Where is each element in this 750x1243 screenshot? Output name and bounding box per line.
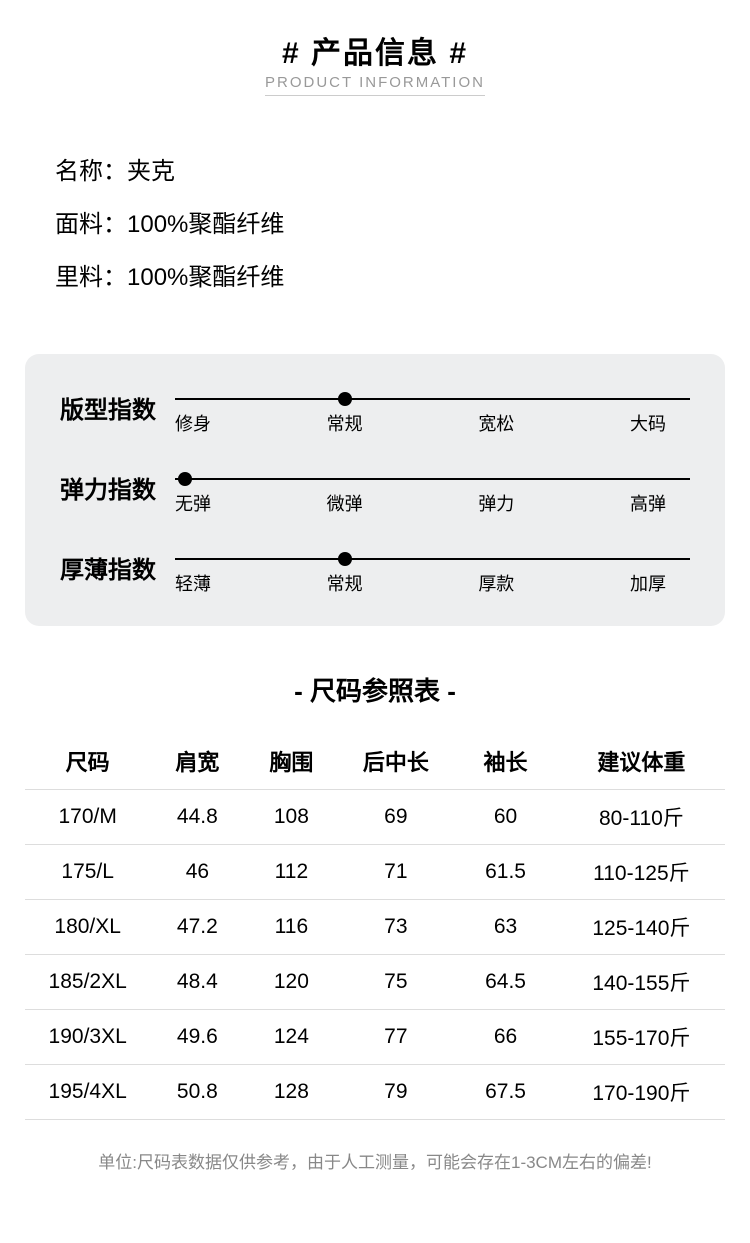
table-cell: 185/2XL bbox=[25, 955, 150, 1010]
size-col-header: 胸围 bbox=[244, 733, 338, 790]
table-cell: 180/XL bbox=[25, 900, 150, 955]
index-row: 版型指数修身 常规 宽松 大码 bbox=[60, 384, 690, 436]
table-cell: 50.8 bbox=[150, 1065, 244, 1120]
footnote: 单位:尺码表数据仅供参考，由于人工测量，可能会存在1-3CM左右的偏差! bbox=[0, 1148, 750, 1193]
table-cell: 49.6 bbox=[150, 1010, 244, 1065]
table-cell: 66 bbox=[453, 1010, 557, 1065]
index-tick: 大码 bbox=[630, 410, 690, 436]
index-dot bbox=[178, 472, 192, 486]
index-tick: 弹力 bbox=[478, 490, 538, 516]
index-tick: 宽松 bbox=[478, 410, 538, 436]
table-cell: 75 bbox=[338, 955, 453, 1010]
table-cell: 46 bbox=[150, 845, 244, 900]
table-cell: 125-140斤 bbox=[558, 900, 725, 955]
index-row: 厚薄指数轻薄 常规 厚款 加厚 bbox=[60, 544, 690, 596]
index-label: 厚薄指数 bbox=[60, 544, 175, 585]
index-tick: 轻薄 bbox=[175, 570, 235, 596]
table-cell: 69 bbox=[338, 790, 453, 845]
table-cell: 124 bbox=[244, 1010, 338, 1065]
index-line bbox=[175, 478, 690, 480]
size-col-header: 袖长 bbox=[453, 733, 557, 790]
index-ticks: 无弹 微弹 弹力 高弹 bbox=[175, 490, 690, 516]
table-cell: 44.8 bbox=[150, 790, 244, 845]
table-cell: 155-170斤 bbox=[558, 1010, 725, 1065]
table-cell: 170/M bbox=[25, 790, 150, 845]
index-scale: 轻薄 常规 厚款 加厚 bbox=[175, 544, 690, 596]
table-row: 170/M44.8108696080-110斤 bbox=[25, 790, 725, 845]
size-col-header: 后中长 bbox=[338, 733, 453, 790]
index-tick: 常规 bbox=[327, 570, 387, 596]
index-tick: 常规 bbox=[327, 410, 387, 436]
product-specs: 名称：夹克面料：100%聚酯纤维里料：100%聚酯纤维 bbox=[0, 106, 750, 334]
table-cell: 79 bbox=[338, 1065, 453, 1120]
index-scale: 修身 常规 宽松 大码 bbox=[175, 384, 690, 436]
index-tick: 高弹 bbox=[630, 490, 690, 516]
index-row: 弹力指数无弹 微弹 弹力 高弹 bbox=[60, 464, 690, 516]
header-title-en: PRODUCT INFORMATION bbox=[265, 74, 485, 96]
spec-row: 面料：100%聚酯纤维 bbox=[55, 199, 695, 252]
spec-row: 里料：100%聚酯纤维 bbox=[55, 252, 695, 305]
table-cell: 116 bbox=[244, 900, 338, 955]
table-row: 190/3XL49.61247766155-170斤 bbox=[25, 1010, 725, 1065]
index-tick: 厚款 bbox=[478, 570, 538, 596]
table-row: 195/4XL50.81287967.5170-190斤 bbox=[25, 1065, 725, 1120]
spec-row: 名称：夹克 bbox=[55, 146, 695, 199]
size-table: 尺码肩宽胸围后中长袖长建议体重 170/M44.8108696080-110斤1… bbox=[25, 733, 725, 1120]
table-cell: 195/4XL bbox=[25, 1065, 150, 1120]
table-cell: 140-155斤 bbox=[558, 955, 725, 1010]
table-cell: 170-190斤 bbox=[558, 1065, 725, 1120]
table-cell: 120 bbox=[244, 955, 338, 1010]
index-tick: 微弹 bbox=[327, 490, 387, 516]
table-cell: 61.5 bbox=[453, 845, 557, 900]
table-cell: 47.2 bbox=[150, 900, 244, 955]
header: # 产品信息 # PRODUCT INFORMATION bbox=[0, 0, 750, 106]
index-dot bbox=[338, 392, 352, 406]
table-row: 175/L461127161.5110-125斤 bbox=[25, 845, 725, 900]
size-col-header: 建议体重 bbox=[558, 733, 725, 790]
table-cell: 48.4 bbox=[150, 955, 244, 1010]
size-col-header: 肩宽 bbox=[150, 733, 244, 790]
index-label: 弹力指数 bbox=[60, 464, 175, 505]
size-col-header: 尺码 bbox=[25, 733, 150, 790]
size-table-header-row: 尺码肩宽胸围后中长袖长建议体重 bbox=[25, 733, 725, 790]
index-scale: 无弹 微弹 弹力 高弹 bbox=[175, 464, 690, 516]
table-cell: 77 bbox=[338, 1010, 453, 1065]
index-ticks: 轻薄 常规 厚款 加厚 bbox=[175, 570, 690, 596]
index-label: 版型指数 bbox=[60, 384, 175, 425]
table-cell: 67.5 bbox=[453, 1065, 557, 1120]
table-cell: 190/3XL bbox=[25, 1010, 150, 1065]
table-cell: 71 bbox=[338, 845, 453, 900]
index-dot bbox=[338, 552, 352, 566]
index-ticks: 修身 常规 宽松 大码 bbox=[175, 410, 690, 436]
index-panel: 版型指数修身常规宽松大码弹力指数无弹微弹弹力高弹厚薄指数轻薄常规厚款加厚 bbox=[25, 354, 725, 626]
table-cell: 80-110斤 bbox=[558, 790, 725, 845]
index-line bbox=[175, 558, 690, 560]
index-tick: 无弹 bbox=[175, 490, 235, 516]
table-cell: 128 bbox=[244, 1065, 338, 1120]
table-cell: 73 bbox=[338, 900, 453, 955]
index-tick: 加厚 bbox=[630, 570, 690, 596]
table-row: 185/2XL48.41207564.5140-155斤 bbox=[25, 955, 725, 1010]
index-tick: 修身 bbox=[175, 410, 235, 436]
table-cell: 63 bbox=[453, 900, 557, 955]
table-cell: 110-125斤 bbox=[558, 845, 725, 900]
table-cell: 175/L bbox=[25, 845, 150, 900]
table-cell: 112 bbox=[244, 845, 338, 900]
table-cell: 108 bbox=[244, 790, 338, 845]
header-title-cn: # 产品信息 # bbox=[0, 28, 750, 72]
index-line bbox=[175, 398, 690, 400]
table-cell: 64.5 bbox=[453, 955, 557, 1010]
size-table-title: - 尺码参照表 - bbox=[0, 671, 750, 708]
table-cell: 60 bbox=[453, 790, 557, 845]
table-row: 180/XL47.21167363125-140斤 bbox=[25, 900, 725, 955]
